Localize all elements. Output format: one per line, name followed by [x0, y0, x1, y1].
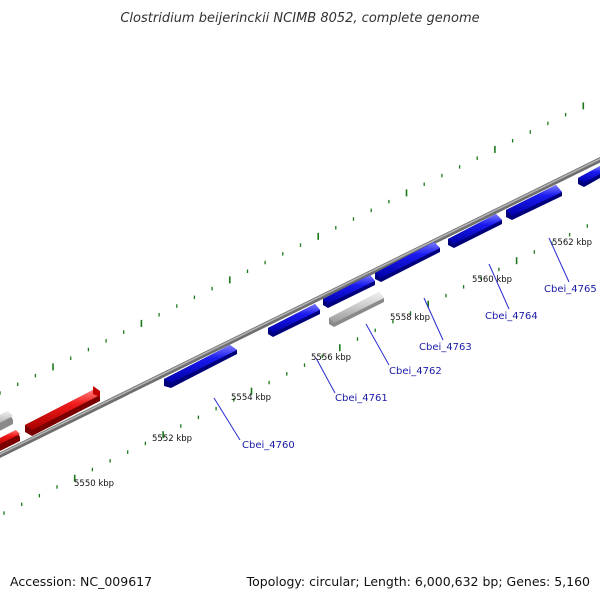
gene-right-edge[interactable] — [578, 166, 600, 187]
gene-cbei-4761[interactable] — [268, 304, 320, 337]
gene-cbei-4761b[interactable] — [323, 275, 375, 308]
map-title: Clostridium beijerinckii NCIMB 8052, com… — [120, 11, 479, 26]
gene-other-left[interactable] — [0, 411, 13, 436]
scale-label-5558: 5558 kbp — [390, 313, 430, 323]
gene-label-cbei-4762[interactable]: Cbei_4762 — [389, 366, 442, 377]
outer-tick-row — [0, 102, 585, 395]
gene-label-cbei-4765[interactable]: Cbei_4765 — [544, 284, 597, 295]
gene-cbei-4762[interactable] — [329, 292, 384, 327]
genome-summary-text: Topology: circular; Length: 6,000,632 bp… — [246, 574, 590, 589]
scale-label-5560: 5560 kbp — [472, 275, 512, 285]
scale-label-5550: 5550 kbp — [74, 479, 114, 489]
scale-label-5554: 5554 kbp — [231, 393, 271, 403]
gene-reverse-1[interactable] — [0, 430, 20, 454]
gene-cbei-4764[interactable] — [448, 214, 502, 248]
gene-cbei-4763[interactable] — [375, 242, 440, 282]
gene-label-cbei-4763[interactable]: Cbei_4763 — [419, 342, 472, 353]
genome-backbone — [0, 157, 600, 458]
scale-label-5552: 5552 kbp — [152, 434, 192, 444]
leader-lines — [213, 237, 570, 441]
gene-label-cbei-4760[interactable]: Cbei_4760 — [242, 440, 295, 451]
accession-text: Accession: NC_009617 — [10, 574, 152, 589]
scale-label-5562: 5562 kbp — [552, 238, 592, 248]
inner-tick-row — [3, 224, 588, 515]
gene-cbei-4760[interactable] — [164, 345, 237, 388]
gene-cbei-4765[interactable] — [506, 185, 562, 220]
scale-label-5556: 5556 kbp — [311, 353, 351, 363]
gene-reverse-2[interactable] — [25, 386, 100, 436]
gene-label-cbei-4761[interactable]: Cbei_4761 — [335, 393, 388, 404]
gene-label-cbei-4764[interactable]: Cbei_4764 — [485, 311, 538, 322]
